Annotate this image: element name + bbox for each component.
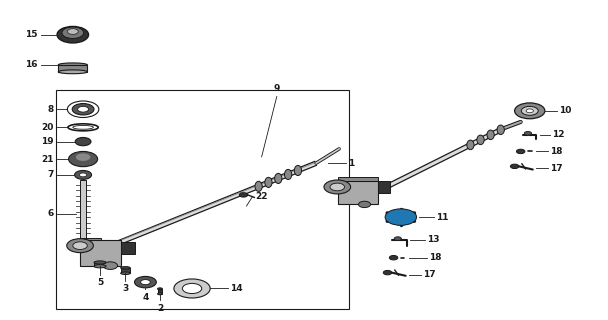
Ellipse shape xyxy=(487,130,494,140)
Circle shape xyxy=(62,27,84,38)
Text: 17: 17 xyxy=(423,270,435,279)
Bar xyxy=(58,65,88,72)
Circle shape xyxy=(383,270,392,275)
Circle shape xyxy=(389,255,398,260)
Circle shape xyxy=(67,29,78,34)
Ellipse shape xyxy=(68,124,98,131)
Ellipse shape xyxy=(73,125,94,129)
Circle shape xyxy=(75,171,92,179)
Circle shape xyxy=(75,138,91,146)
Circle shape xyxy=(72,104,94,115)
Ellipse shape xyxy=(265,177,272,188)
Bar xyxy=(120,268,130,273)
Ellipse shape xyxy=(477,135,484,145)
Bar xyxy=(80,240,121,266)
Text: 15: 15 xyxy=(25,30,38,39)
Circle shape xyxy=(516,149,525,154)
Circle shape xyxy=(69,151,98,167)
Text: 12: 12 xyxy=(552,130,565,139)
Circle shape xyxy=(514,103,545,119)
Text: 11: 11 xyxy=(436,212,449,222)
Circle shape xyxy=(521,106,538,115)
Text: 1: 1 xyxy=(348,159,354,168)
Text: 13: 13 xyxy=(427,236,440,244)
Circle shape xyxy=(73,242,88,250)
Ellipse shape xyxy=(497,125,504,134)
Text: 6: 6 xyxy=(48,209,54,219)
Circle shape xyxy=(330,183,345,191)
Bar xyxy=(378,181,390,193)
Circle shape xyxy=(78,106,89,112)
Text: 20: 20 xyxy=(42,123,54,132)
Bar xyxy=(339,177,378,180)
Ellipse shape xyxy=(255,181,262,191)
Ellipse shape xyxy=(94,261,106,264)
Ellipse shape xyxy=(58,63,88,67)
Text: 22: 22 xyxy=(255,192,268,201)
Bar xyxy=(157,289,162,294)
Ellipse shape xyxy=(157,288,162,290)
Ellipse shape xyxy=(467,140,474,150)
Bar xyxy=(94,262,106,266)
Circle shape xyxy=(67,101,99,117)
Ellipse shape xyxy=(294,165,302,176)
Text: 17: 17 xyxy=(550,164,562,173)
Ellipse shape xyxy=(120,272,130,275)
Circle shape xyxy=(67,239,94,252)
Circle shape xyxy=(392,213,409,221)
Text: 4: 4 xyxy=(142,293,148,302)
Circle shape xyxy=(80,173,87,177)
Ellipse shape xyxy=(120,267,130,269)
Circle shape xyxy=(359,201,370,208)
Circle shape xyxy=(385,209,416,225)
Text: 19: 19 xyxy=(41,137,54,146)
Ellipse shape xyxy=(157,293,162,295)
Bar xyxy=(56,90,350,309)
Circle shape xyxy=(174,279,210,298)
Circle shape xyxy=(524,132,531,135)
Text: 16: 16 xyxy=(25,60,38,69)
Polygon shape xyxy=(80,238,102,240)
Circle shape xyxy=(386,210,415,225)
Circle shape xyxy=(526,109,533,113)
Ellipse shape xyxy=(94,265,106,268)
Bar xyxy=(121,242,134,254)
Circle shape xyxy=(57,27,89,43)
Circle shape xyxy=(394,237,401,241)
Ellipse shape xyxy=(58,70,88,74)
Circle shape xyxy=(324,180,351,194)
Text: 9: 9 xyxy=(274,84,280,93)
Text: 8: 8 xyxy=(48,105,54,114)
Text: 18: 18 xyxy=(550,147,562,156)
Text: 2: 2 xyxy=(157,304,163,313)
Text: 3: 3 xyxy=(122,284,128,293)
Text: 14: 14 xyxy=(230,284,243,293)
Text: 21: 21 xyxy=(41,155,54,164)
Text: 7: 7 xyxy=(47,171,54,180)
Circle shape xyxy=(103,262,117,269)
Circle shape xyxy=(76,153,91,161)
Ellipse shape xyxy=(275,173,282,183)
Circle shape xyxy=(182,284,202,293)
Ellipse shape xyxy=(285,169,292,180)
Bar xyxy=(339,180,378,204)
Text: 10: 10 xyxy=(559,106,571,115)
Text: 18: 18 xyxy=(429,253,441,262)
Bar xyxy=(80,180,86,244)
Circle shape xyxy=(510,164,519,169)
Circle shape xyxy=(239,193,247,197)
Circle shape xyxy=(134,276,156,288)
Text: 5: 5 xyxy=(97,278,103,287)
Circle shape xyxy=(140,280,150,285)
